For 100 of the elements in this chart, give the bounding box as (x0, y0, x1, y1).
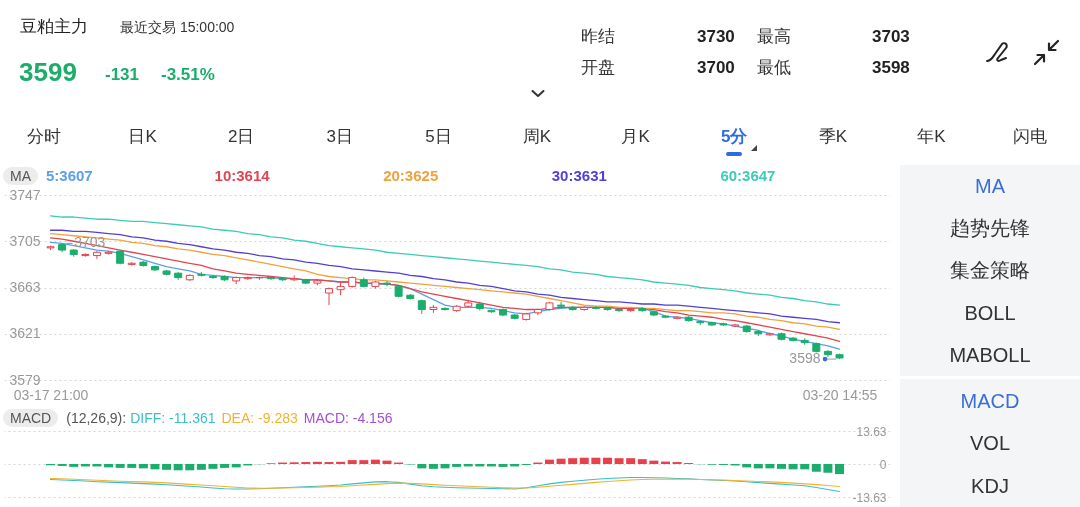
text: 3日 (326, 127, 354, 147)
bar (359, 460, 369, 464)
bar (765, 464, 775, 469)
y-tick-label: 3705 (9, 232, 41, 249)
text: 昨结 (581, 27, 615, 47)
legend-title: (12,26,9): (66, 409, 127, 427)
text: 3703 (872, 27, 910, 47)
text: 5分 (720, 127, 748, 147)
bar (498, 464, 508, 467)
text: 5:3607 (46, 167, 93, 185)
bar (568, 458, 578, 464)
candlestick (208, 274, 217, 280)
bar (800, 464, 810, 470)
bar (312, 461, 322, 464)
text: 最高 (757, 27, 791, 47)
y-tick-label: -13.63 (852, 490, 887, 505)
bar (811, 464, 821, 472)
bar (823, 464, 833, 473)
bar (196, 464, 206, 470)
text: 3730 (697, 27, 735, 47)
bar (162, 464, 172, 470)
text: 月K (621, 127, 650, 147)
bar (591, 457, 601, 464)
x-tick-label: 03-17 21:00 (13, 386, 89, 403)
bar (835, 464, 845, 475)
bar (370, 459, 380, 464)
x-tick-label: 03-20 14:55 (802, 386, 878, 403)
y-tick-label: 0 (879, 457, 887, 472)
y-tick-label: 3747 (9, 186, 41, 203)
bar (115, 464, 125, 468)
annotation: 3598 (789, 350, 821, 367)
bar (556, 458, 566, 464)
text: MACD: -4.156 (303, 409, 393, 427)
text: 5日 (425, 127, 452, 147)
bar (220, 464, 230, 468)
text: 趋势先锋 (950, 216, 1030, 240)
candlestick (591, 305, 600, 311)
text: DIFF: -11.361 (130, 409, 216, 427)
text: 3700 (697, 58, 735, 78)
y-tick-label: 13.63 (856, 424, 887, 439)
text: 30:3631 (551, 167, 607, 185)
text: 20:3625 (383, 167, 439, 185)
text: MA (975, 174, 1005, 198)
chart-title: MA (3, 166, 38, 186)
bar (428, 464, 438, 469)
bar (208, 464, 218, 469)
candlestick (441, 306, 450, 312)
text: 60:3647 (720, 167, 776, 185)
text: 最近交易 15:00:00 (120, 19, 235, 36)
candlestick (615, 307, 624, 313)
candlestick (325, 287, 333, 306)
text: KDJ (971, 474, 1009, 498)
bar (788, 464, 798, 470)
chart-title: MACD (3, 408, 59, 428)
text: 闪电 (1013, 127, 1047, 147)
bar (440, 464, 450, 469)
bar (544, 459, 554, 464)
text: VOL (969, 431, 1011, 455)
text: 年K (917, 127, 946, 147)
text: 3599 (19, 57, 77, 88)
line-series (49, 477, 841, 493)
bar (347, 460, 357, 464)
text: 周K (522, 127, 552, 147)
text: -131 (105, 65, 140, 85)
bar (173, 464, 183, 471)
bar (637, 459, 647, 464)
text: BOLL (964, 301, 1016, 325)
bar (579, 457, 589, 464)
y-tick-label: 3663 (9, 279, 41, 295)
text: 分时 (27, 127, 61, 147)
text: 季K (818, 127, 847, 147)
text: 10:3614 (214, 167, 270, 185)
bar (69, 464, 79, 467)
text: DEA: -9.283 (221, 409, 298, 427)
bar (127, 464, 137, 468)
text: 最低 (757, 58, 791, 78)
y-tick-label: 3621 (9, 325, 41, 342)
text: 日K (128, 127, 157, 147)
bar (753, 464, 763, 469)
candlestick (266, 275, 275, 281)
text: 开盘 (581, 58, 615, 78)
text: 豆粕主力 (20, 17, 88, 37)
candlestick (92, 250, 101, 260)
bar (185, 464, 195, 471)
bar (614, 458, 624, 464)
line-series (49, 477, 841, 489)
bar (138, 464, 148, 469)
text: MABOLL (949, 343, 1031, 367)
bar (150, 464, 160, 470)
bar (452, 464, 462, 467)
text: MACD (960, 389, 1020, 413)
text: -3.51% (161, 65, 215, 85)
text: 3598 (872, 58, 910, 78)
bar (777, 464, 786, 469)
bar (626, 458, 636, 464)
line-series (49, 215, 841, 306)
bar (417, 464, 427, 469)
bar (602, 457, 612, 464)
bar (336, 461, 346, 464)
y-tick-label: 3579 (9, 371, 41, 388)
